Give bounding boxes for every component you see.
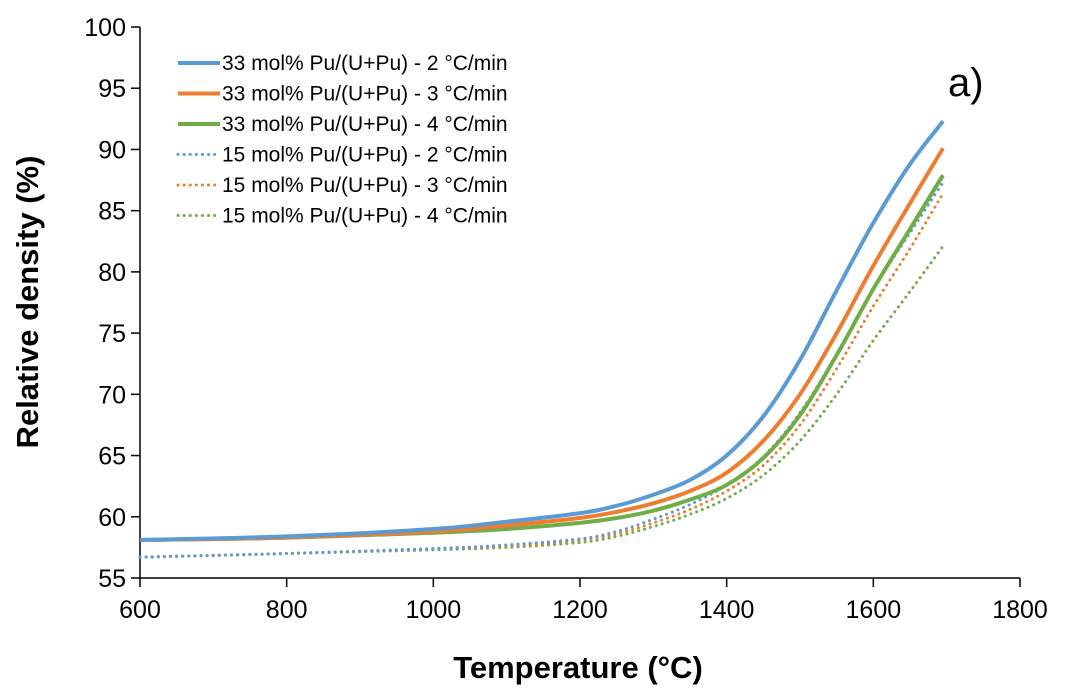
x-tick-label: 1000 xyxy=(406,596,462,624)
x-tick-label: 800 xyxy=(266,596,308,624)
legend-entry-6: 15 mol% Pu/(U+Pu) - 4 °C/min xyxy=(222,205,508,228)
legend-entry-5: 15 mol% Pu/(U+Pu) - 3 °C/min xyxy=(222,174,508,197)
series-line-4 xyxy=(138,181,945,559)
legend: 33 mol% Pu/(U+Pu) - 2 °C/min 33 mol% Pu/(… xyxy=(176,52,508,228)
y-tick-label: 75 xyxy=(98,320,126,348)
y-tick-label: 95 xyxy=(98,75,126,103)
series-line-6 xyxy=(138,244,945,559)
axis-ticks: 600 800 1000 1200 1400 1600 1800 55 60 65 70 75 80 85… xyxy=(84,14,1048,624)
plot-area xyxy=(139,27,1020,579)
y-axis-title: Relative density (%) xyxy=(10,156,45,449)
x-tick-label: 1200 xyxy=(552,596,608,624)
series-line-2 xyxy=(139,147,945,543)
series-lines xyxy=(138,120,945,559)
series-line-5 xyxy=(138,192,945,559)
panel-annotation: a) xyxy=(948,61,984,105)
y-tick-label: 70 xyxy=(98,381,126,409)
x-axis-title: Temperature (°C) xyxy=(453,650,703,685)
y-tick-label: 55 xyxy=(98,565,126,593)
y-tick-label: 90 xyxy=(98,136,126,164)
y-tick-label: 65 xyxy=(98,443,126,471)
x-tick-label: 1400 xyxy=(699,596,755,624)
x-tick-label: 1600 xyxy=(846,596,902,624)
legend-entry-2: 33 mol% Pu/(U+Pu) - 3 °C/min xyxy=(222,83,508,106)
legend-entry-3: 33 mol% Pu/(U+Pu) - 4 °C/min xyxy=(222,113,508,136)
y-tick-label: 100 xyxy=(84,14,126,42)
legend-entry-4: 15 mol% Pu/(U+Pu) - 2 °C/min xyxy=(222,144,508,167)
y-tick-label: 80 xyxy=(98,259,126,287)
y-tick-label: 60 xyxy=(98,504,126,532)
y-tick-label: 85 xyxy=(98,198,126,226)
series-line-1 xyxy=(139,120,945,543)
legend-entry-1: 33 mol% Pu/(U+Pu) - 2 °C/min xyxy=(222,52,508,75)
x-tick-label: 600 xyxy=(119,596,161,624)
x-tick-label: 1800 xyxy=(992,596,1048,624)
